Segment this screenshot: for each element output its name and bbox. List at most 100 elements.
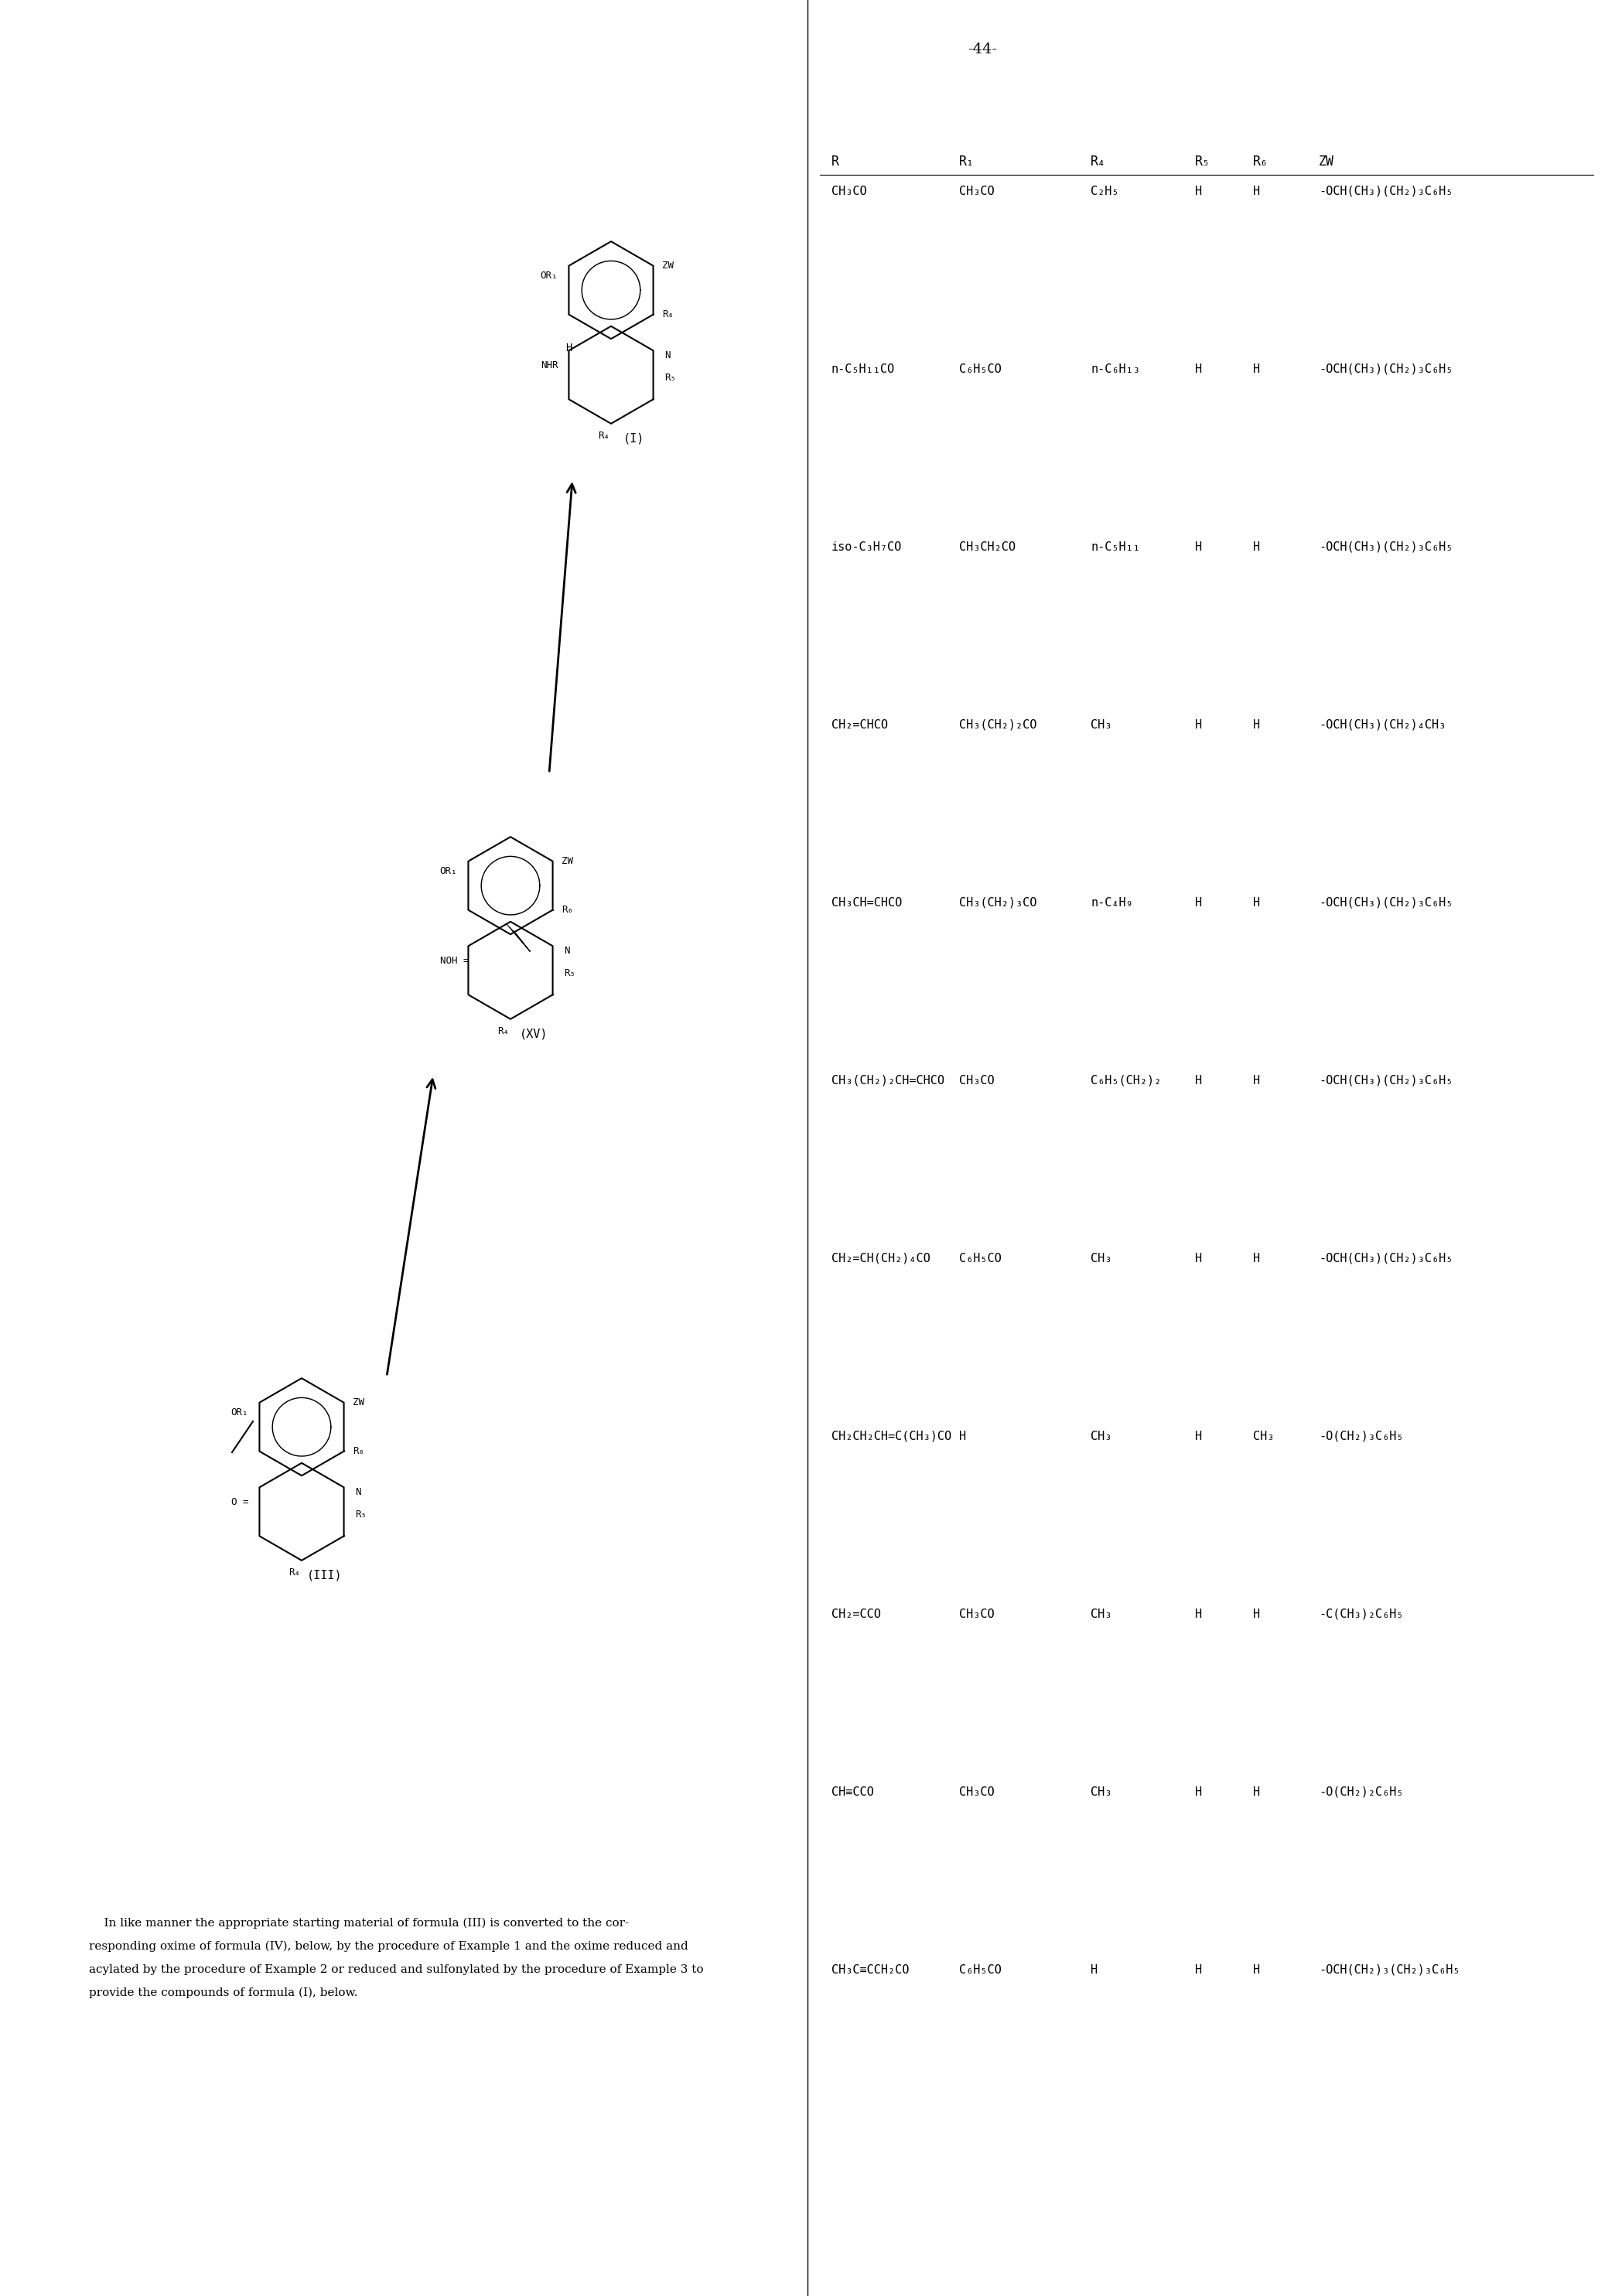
Text: ZW: ZW	[562, 856, 573, 866]
Text: R₅: R₅	[564, 969, 575, 978]
Text: ZW: ZW	[662, 262, 673, 271]
Text: H: H	[1195, 1254, 1202, 1265]
Text: CH₃CO: CH₃CO	[832, 186, 867, 197]
Text: R₄: R₄	[1090, 154, 1106, 168]
Text: CH₃: CH₃	[1090, 1609, 1111, 1621]
Text: H: H	[1253, 719, 1260, 730]
Text: H: H	[1195, 1786, 1202, 1798]
Text: CH₃: CH₃	[1090, 1786, 1111, 1798]
Text: OR₁: OR₁	[231, 1407, 249, 1417]
Text: -C(CH₃)₂C₆H₅: -C(CH₃)₂C₆H₅	[1319, 1609, 1403, 1621]
Text: CH₃CH₂CO: CH₃CH₂CO	[959, 542, 1016, 553]
Text: CH≡CCO: CH≡CCO	[832, 1786, 874, 1798]
Text: n-C₄H₉: n-C₄H₉	[1090, 898, 1134, 909]
Text: CH₃CH=CHCO: CH₃CH=CHCO	[832, 898, 903, 909]
Text: N: N	[355, 1488, 362, 1497]
Text: -OCH(CH₃)(CH₂)₃C₆H₅: -OCH(CH₃)(CH₂)₃C₆H₅	[1319, 186, 1454, 197]
Text: CH₃CO: CH₃CO	[959, 1075, 995, 1086]
Text: N: N	[665, 351, 670, 360]
Text: R₆: R₆	[1253, 154, 1268, 168]
Text: (XV): (XV)	[520, 1029, 547, 1040]
Text: n-C₆H₁₃: n-C₆H₁₃	[1090, 363, 1140, 374]
Text: N: N	[564, 946, 570, 955]
Text: C₆H₅CO: C₆H₅CO	[959, 1254, 1001, 1265]
Text: H: H	[1195, 1965, 1202, 1977]
Text: O =: O =	[231, 1497, 249, 1506]
Text: C₆H₅CO: C₆H₅CO	[959, 1965, 1001, 1977]
Text: CH₃C≡CCH₂CO: CH₃C≡CCH₂CO	[832, 1965, 909, 1977]
Text: NHR: NHR	[541, 360, 557, 370]
Text: H: H	[1195, 542, 1202, 553]
Text: CH₃: CH₃	[1253, 1430, 1274, 1442]
Text: R₅: R₅	[355, 1508, 367, 1520]
Text: H: H	[1195, 1430, 1202, 1442]
Text: C₆H₅(CH₂)₂: C₆H₅(CH₂)₂	[1090, 1075, 1161, 1086]
Text: R₅: R₅	[1195, 154, 1211, 168]
Text: provide the compounds of formula (I), below.: provide the compounds of formula (I), be…	[89, 1988, 359, 1998]
Text: CH₃(CH₂)₂CO: CH₃(CH₂)₂CO	[959, 719, 1037, 730]
Text: R₄: R₄	[598, 432, 609, 441]
Text: R₆: R₆	[352, 1446, 365, 1456]
Text: R₆: R₆	[562, 905, 573, 916]
Text: -OCH(CH₃)(CH₂)₃C₆H₅: -OCH(CH₃)(CH₂)₃C₆H₅	[1319, 542, 1454, 553]
Text: H: H	[1253, 1965, 1260, 1977]
Text: H: H	[1195, 363, 1202, 374]
Text: OR₁: OR₁	[439, 866, 457, 877]
Text: H: H	[959, 1430, 966, 1442]
Text: H: H	[1195, 719, 1202, 730]
Text: R₄: R₄	[289, 1568, 300, 1577]
Text: R: R	[832, 154, 840, 168]
Text: (I): (I)	[623, 434, 644, 445]
Text: R₅: R₅	[665, 372, 677, 383]
Text: H: H	[1253, 1609, 1260, 1621]
Text: CH₃CO: CH₃CO	[959, 1609, 995, 1621]
Text: -OCH(CH₃)(CH₂)₃C₆H₅: -OCH(CH₃)(CH₂)₃C₆H₅	[1319, 898, 1454, 909]
Text: OR₁: OR₁	[539, 271, 557, 280]
Text: H: H	[1253, 1075, 1260, 1086]
Text: -OCH(CH₃)(CH₂)₄CH₃: -OCH(CH₃)(CH₂)₄CH₃	[1319, 719, 1445, 730]
Text: In like manner the appropriate starting material of formula (III) is converted t: In like manner the appropriate starting …	[89, 1917, 628, 1929]
Text: H: H	[565, 342, 572, 354]
Text: -OCH(CH₂)₃(CH₂)₃C₆H₅: -OCH(CH₂)₃(CH₂)₃C₆H₅	[1319, 1965, 1460, 1977]
Text: H: H	[1195, 1609, 1202, 1621]
Text: H: H	[1253, 542, 1260, 553]
Text: -44-: -44-	[967, 44, 996, 57]
Text: H: H	[1253, 186, 1260, 197]
Text: -OCH(CH₃)(CH₂)₃C₆H₅: -OCH(CH₃)(CH₂)₃C₆H₅	[1319, 363, 1454, 374]
Text: R₄: R₄	[497, 1026, 509, 1035]
Text: CH₃CO: CH₃CO	[959, 1786, 995, 1798]
Text: responding oxime of formula (IV), below, by the procedure of Example 1 and the o: responding oxime of formula (IV), below,…	[89, 1940, 688, 1952]
Text: R₁: R₁	[959, 154, 974, 168]
Text: CH₃CO: CH₃CO	[959, 186, 995, 197]
Text: -O(CH₂)₂C₆H₅: -O(CH₂)₂C₆H₅	[1319, 1786, 1403, 1798]
Text: C₂H₅: C₂H₅	[1090, 186, 1119, 197]
Text: CH₂=CH(CH₂)₄CO: CH₂=CH(CH₂)₄CO	[832, 1254, 930, 1265]
Text: ZW: ZW	[352, 1398, 365, 1407]
Text: -OCH(CH₃)(CH₂)₃C₆H₅: -OCH(CH₃)(CH₂)₃C₆H₅	[1319, 1075, 1454, 1086]
Text: CH₃(CH₂)₃CO: CH₃(CH₂)₃CO	[959, 898, 1037, 909]
Text: C₆H₅CO: C₆H₅CO	[959, 363, 1001, 374]
Text: -O(CH₂)₃C₆H₅: -O(CH₂)₃C₆H₅	[1319, 1430, 1403, 1442]
Text: H: H	[1253, 1786, 1260, 1798]
Text: H: H	[1253, 898, 1260, 909]
Text: CH₂=CCO: CH₂=CCO	[832, 1609, 880, 1621]
Text: H: H	[1195, 898, 1202, 909]
Text: H: H	[1253, 363, 1260, 374]
Text: H: H	[1195, 1075, 1202, 1086]
Text: CH₃(CH₂)₂CH=CHCO: CH₃(CH₂)₂CH=CHCO	[832, 1075, 945, 1086]
Text: n-C₅H₁₁CO: n-C₅H₁₁CO	[832, 363, 895, 374]
Text: NOH =: NOH =	[439, 955, 468, 967]
Text: H: H	[1253, 1254, 1260, 1265]
Text: iso-C₃H₇CO: iso-C₃H₇CO	[832, 542, 903, 553]
Text: ZW: ZW	[1319, 154, 1334, 168]
Text: CH₃: CH₃	[1090, 719, 1111, 730]
Text: CH₃: CH₃	[1090, 1254, 1111, 1265]
Text: CH₃: CH₃	[1090, 1430, 1111, 1442]
Text: CH₂=CHCO: CH₂=CHCO	[832, 719, 888, 730]
Text: (III): (III)	[307, 1570, 342, 1582]
Text: H: H	[1090, 1965, 1098, 1977]
Text: acylated by the procedure of Example 2 or reduced and sulfonylated by the proced: acylated by the procedure of Example 2 o…	[89, 1965, 704, 1975]
Text: H: H	[1195, 186, 1202, 197]
Text: CH₂CH₂CH=C(CH₃)CO: CH₂CH₂CH=C(CH₃)CO	[832, 1430, 951, 1442]
Text: n-C₅H₁₁: n-C₅H₁₁	[1090, 542, 1140, 553]
